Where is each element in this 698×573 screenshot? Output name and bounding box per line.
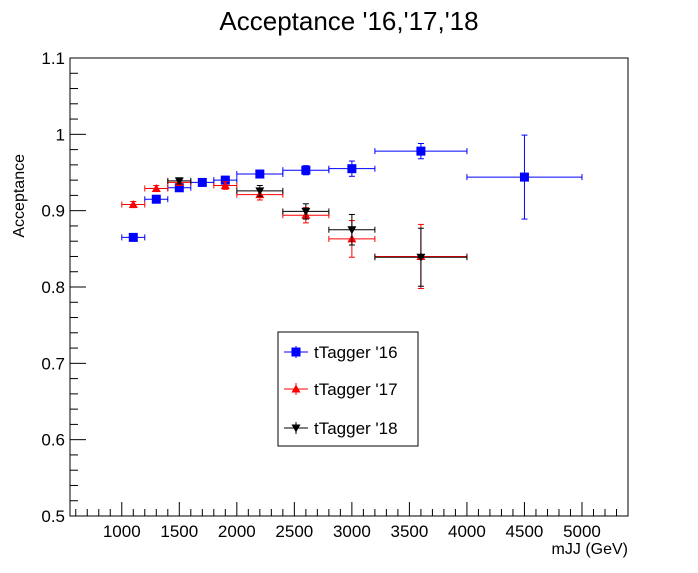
- data-point: [416, 146, 426, 156]
- x-tick-label: 3500: [390, 522, 428, 541]
- data-point: [255, 187, 265, 196]
- data-point: [197, 177, 207, 187]
- data-point: [347, 164, 357, 174]
- data-point: [151, 184, 161, 193]
- legend: tTagger '16 tTagger '17 tTagger '18: [277, 331, 419, 447]
- data-point: [174, 177, 184, 186]
- y-tick-label: 0.5: [41, 507, 65, 526]
- x-tick-label: 2500: [275, 522, 313, 541]
- legend-marker: [291, 424, 301, 433]
- series-3: [167, 177, 468, 287]
- legend-label: tTagger '18: [314, 419, 398, 438]
- data-point: [128, 232, 138, 242]
- data-point: [220, 175, 230, 185]
- x-tick-label: 1500: [160, 522, 198, 541]
- data-point: [301, 207, 311, 216]
- x-tick-label: 5000: [563, 522, 601, 541]
- y-tick-label: 1: [56, 125, 65, 144]
- data-point: [220, 180, 230, 189]
- y-tick-label: 0.9: [41, 202, 65, 221]
- y-tick-label: 0.7: [41, 354, 65, 373]
- y-tick-label: 0.8: [41, 278, 65, 297]
- data-point: [347, 226, 357, 235]
- x-axis-title: mJJ (GeV): [552, 541, 628, 558]
- data-point: [301, 165, 311, 175]
- x-tick-label: 1000: [103, 522, 141, 541]
- y-tick-label: 1.1: [41, 49, 65, 68]
- series-layer: [121, 134, 583, 290]
- y-tick-label: 0.6: [41, 431, 65, 450]
- axis-ticks: 1000 1500 2000 2500 3000 3500 4000 4500 5000 0.5 0…: [41, 49, 629, 541]
- legend-marker: [291, 347, 301, 357]
- x-tick-label: 4500: [506, 522, 544, 541]
- data-point: [255, 169, 265, 179]
- legend-marker: [291, 384, 301, 393]
- x-tick-label: 3000: [333, 522, 371, 541]
- legend-label: tTagger '17: [314, 380, 398, 399]
- data-point: [128, 200, 138, 209]
- data-point: [174, 183, 184, 193]
- legend-label: tTagger '16: [314, 343, 398, 362]
- data-point: [151, 194, 161, 204]
- y-axis-title: Acceptance: [11, 154, 28, 238]
- data-point: [519, 172, 529, 182]
- chart-title: Acceptance '16,'17,'18: [219, 6, 478, 36]
- x-tick-label: 2000: [218, 522, 256, 541]
- data-point: [416, 253, 426, 262]
- x-tick-label: 4000: [448, 522, 486, 541]
